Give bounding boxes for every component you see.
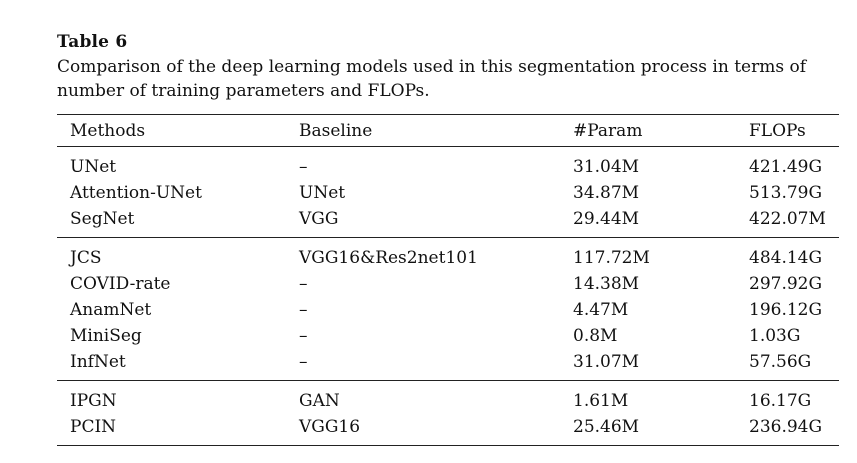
header-param: #Param xyxy=(573,120,643,141)
cell-baseline: VGG xyxy=(299,209,339,229)
cell-method: MiniSeg xyxy=(70,326,142,346)
cell-baseline: – xyxy=(299,326,308,346)
cell-baseline: – xyxy=(299,352,308,372)
cell-param: 0.8M xyxy=(573,326,618,346)
cell-method: IPGN xyxy=(57,380,299,414)
cell-flops: 57.56G xyxy=(749,352,812,372)
cell-method: AnamNet xyxy=(70,300,152,320)
cell-param: 25.46M xyxy=(573,414,749,446)
cell-method: SegNet xyxy=(70,209,135,229)
cell-flops: 196.12G xyxy=(749,300,823,320)
cell-baseline: VGG16&Res2net101 xyxy=(299,237,573,271)
table-row: COVID-rate – 14.38M 297.92G xyxy=(57,271,839,297)
cell-param: 31.07M xyxy=(573,352,640,372)
table-row: InfNet – 31.07M 57.56G xyxy=(57,349,839,381)
cell-flops: 1.03G xyxy=(749,326,801,346)
cell-flops: 297.92G xyxy=(749,274,823,294)
cell-flops: 421.49G xyxy=(749,157,823,177)
cell-param: 14.38M xyxy=(573,274,640,294)
cell-baseline: GAN xyxy=(299,380,573,414)
cell-baseline: VGG16 xyxy=(299,414,573,446)
table-row: SegNet VGG 29.44M 422.07M xyxy=(57,206,839,238)
comparison-table: Methods Baseline #Param FLOPs UNet – 31.04… xyxy=(57,114,839,446)
cell-method: Attention-UNet xyxy=(70,183,202,203)
cell-baseline: – xyxy=(299,274,308,294)
cell-baseline: – xyxy=(299,300,308,320)
header-baseline: Baseline xyxy=(299,120,373,141)
cell-baseline: UNet xyxy=(299,183,346,203)
cell-flops: 236.94G xyxy=(749,414,839,446)
cell-param: 1.61M xyxy=(573,380,749,414)
cell-baseline: – xyxy=(299,157,308,177)
cell-flops: 484.14G xyxy=(749,237,839,271)
table-row: AnamNet – 4.47M 196.12G xyxy=(57,297,839,323)
table-row: MiniSeg – 0.8M 1.03G xyxy=(57,323,839,349)
table-number: Table 6 xyxy=(57,32,128,52)
cell-method: UNet xyxy=(70,157,117,177)
header-flops: FLOPs xyxy=(749,120,806,141)
header-methods: Methods xyxy=(70,120,146,141)
cell-method: InfNet xyxy=(70,352,126,372)
table-row: JCS VGG16&Res2net101 117.72M 484.14G xyxy=(57,237,839,271)
table-body: UNet – 31.04M 421.49G Attention-UNet UNet 34.8… xyxy=(57,147,839,446)
cell-param: 31.04M xyxy=(573,157,640,177)
cell-method: PCIN xyxy=(57,414,299,446)
cell-param: 34.87M xyxy=(573,183,640,203)
cell-param: 4.47M xyxy=(573,300,629,320)
cell-method: COVID-rate xyxy=(70,274,171,294)
caption-text: Comparison of the deep learning models u… xyxy=(57,57,806,101)
cell-param: 117.72M xyxy=(573,237,749,271)
cell-flops: 16.17G xyxy=(749,380,839,414)
table-row: Attention-UNet UNet 34.87M 513.79G xyxy=(57,180,839,206)
table-row: PCIN VGG16 25.46M 236.94G xyxy=(57,414,839,446)
table-row: UNet – 31.04M 421.49G xyxy=(57,147,839,181)
cell-method: JCS xyxy=(57,237,299,271)
table-header-row: Methods Baseline #Param FLOPs xyxy=(57,114,839,147)
cell-flops: 513.79G xyxy=(749,183,823,203)
cell-flops: 422.07M xyxy=(749,209,826,229)
cell-param: 29.44M xyxy=(573,209,640,229)
table-caption: Table 6 Comparison of the deep learning … xyxy=(57,31,847,103)
table-row: IPGN GAN 1.61M 16.17G xyxy=(57,380,839,414)
